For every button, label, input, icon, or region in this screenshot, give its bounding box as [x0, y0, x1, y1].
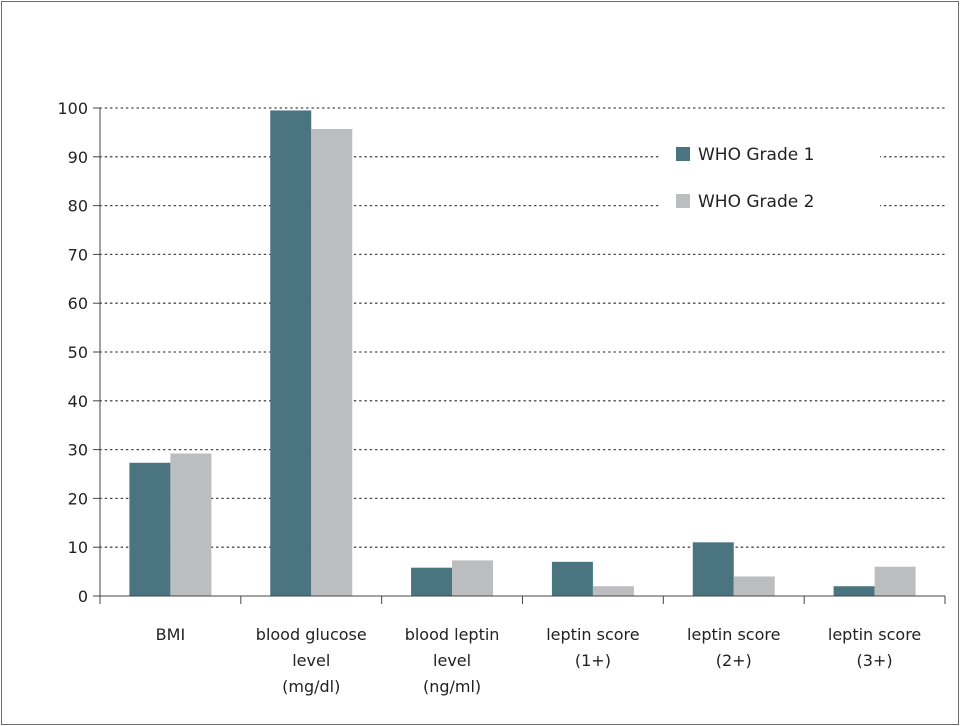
- bar: [411, 567, 453, 596]
- x-category-label: leptin score (2+): [687, 625, 780, 670]
- y-axis-ticks: 0 10 20 30 40 50 60 70 80 90 100: [57, 99, 100, 606]
- y-tick-label: 70: [68, 245, 88, 264]
- legend-label: WHO Grade 2: [698, 192, 814, 212]
- bars: [129, 110, 916, 596]
- bar: [452, 560, 494, 596]
- bar: [129, 462, 171, 596]
- axes: [99, 108, 946, 604]
- legend-swatch: [676, 147, 690, 161]
- bar: [833, 586, 875, 596]
- y-tick-label: 90: [68, 148, 88, 167]
- y-tick-label: 50: [68, 343, 88, 362]
- bar: [874, 566, 916, 596]
- x-axis-labels: BMI blood glucose level (mg/dl) blood leptin…: [156, 625, 922, 696]
- legend: WHO Grade 1 WHO Grade 2: [660, 134, 880, 224]
- y-tick-label: 0: [78, 587, 88, 606]
- legend-swatch: [676, 194, 690, 208]
- x-category-label: BMI: [156, 625, 186, 644]
- bar: [592, 586, 634, 596]
- y-tick-label: 80: [68, 197, 88, 216]
- x-category-label: leptin score (1+): [546, 625, 639, 670]
- bar: [551, 561, 593, 596]
- bar: [270, 110, 312, 596]
- bar: [311, 128, 353, 596]
- bar: [733, 576, 775, 596]
- bar: [170, 453, 212, 596]
- y-tick-label: 20: [68, 489, 88, 508]
- x-category-label: leptin score (3+): [828, 625, 921, 670]
- x-category-label: blood leptin level (ng/ml): [405, 625, 500, 696]
- x-category-label: blood glucose level (mg/dl): [256, 625, 367, 696]
- bar: [692, 542, 734, 596]
- y-tick-label: 60: [68, 294, 88, 313]
- legend-label: WHO Grade 1: [698, 145, 814, 165]
- y-tick-label: 40: [68, 392, 88, 411]
- legend-box: [660, 134, 880, 224]
- y-tick-label: 10: [68, 538, 88, 557]
- y-tick-label: 30: [68, 441, 88, 460]
- y-tick-label: 100: [57, 99, 88, 118]
